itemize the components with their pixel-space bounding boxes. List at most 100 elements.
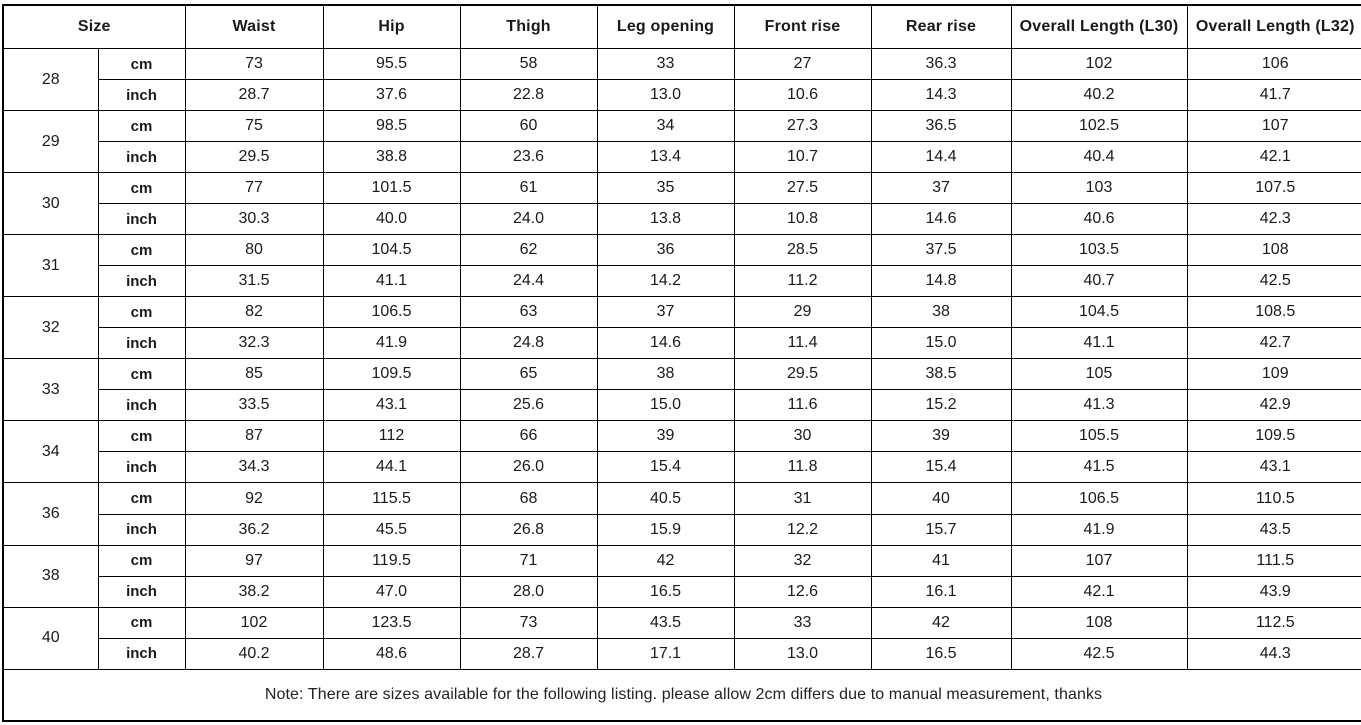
measurement-cell: 43.5	[596, 606, 735, 639]
measurement-cell: 14.2	[596, 265, 735, 298]
measurement-cell: 36.5	[870, 110, 1012, 143]
measurement-cell: 102	[184, 606, 324, 639]
measurement-cell: 10.6	[733, 79, 872, 112]
measurement-cell: 40	[870, 482, 1012, 515]
row-size31-cm: 31 cm 80 104.5 62 36 28.5 37.5 103.5 108	[2, 234, 1361, 298]
measurement-cell: 17.1	[596, 637, 735, 670]
measurement-cell: 109	[1186, 358, 1361, 391]
measurement-cell: 119.5	[322, 544, 461, 577]
measurement-cell: 40.4	[1010, 141, 1188, 174]
measurement-cell: 34.3	[184, 451, 324, 484]
measurement-cell: 75	[184, 110, 324, 143]
measurement-cell: 28.0	[459, 575, 598, 608]
measurement-cell: 43.5	[1186, 513, 1361, 546]
measurement-cell: 16.5	[596, 575, 735, 608]
row-size33-cm: 33 cm 85 109.5 65 38 29.5 38.5 105 109	[2, 358, 1361, 422]
size-value: 29	[2, 110, 99, 174]
col-header-rear-rise: Rear rise	[870, 4, 1012, 50]
measurement-cell: 11.6	[733, 389, 872, 422]
measurement-cell: 111.5	[1186, 544, 1361, 577]
measurement-cell: 31	[733, 482, 872, 515]
row-size30-cm: 30 cm 77 101.5 61 35 27.5 37 103 107.5	[2, 172, 1361, 236]
measurement-cell: 42	[596, 544, 735, 577]
measurement-cell: 38.2	[184, 575, 324, 608]
row-size40-cm: 40 cm 102 123.5 73 43.5 33 42 108 112.5	[2, 606, 1361, 670]
measurement-cell: 32	[733, 544, 872, 577]
measurement-cell: 48.6	[322, 637, 461, 670]
measurement-cell: 107.5	[1186, 172, 1361, 205]
measurement-cell: 14.8	[870, 265, 1012, 298]
row-size38-cm: 38 cm 97 119.5 71 42 32 41 107 111.5	[2, 544, 1361, 608]
measurement-cell: 23.6	[459, 141, 598, 174]
size-chart-table: Size Waist Hip Thigh Leg opening Front r…	[2, 4, 1361, 722]
measurement-cell: 10.8	[733, 203, 872, 236]
measurement-cell: 36.2	[184, 513, 324, 546]
measurement-cell: 36.3	[870, 48, 1012, 81]
measurement-cell: 112	[322, 420, 461, 453]
measurement-cell: 58	[459, 48, 598, 81]
row-size34-cm: 34 cm 87 112 66 39 30 39 105.5 109.5	[2, 420, 1361, 484]
measurement-cell: 63	[459, 296, 598, 329]
measurement-cell: 115.5	[322, 482, 461, 515]
measurement-cell: 24.8	[459, 327, 598, 360]
measurement-cell: 109.5	[322, 358, 461, 391]
measurement-cell: 41.3	[1010, 389, 1188, 422]
measurement-cell: 14.6	[870, 203, 1012, 236]
measurement-cell: 10.7	[733, 141, 872, 174]
unit-label-cm: cm	[97, 420, 186, 453]
measurement-cell: 105	[1010, 358, 1188, 391]
measurement-cell: 42.1	[1186, 141, 1361, 174]
measurement-cell: 80	[184, 234, 324, 267]
measurement-cell: 41.1	[322, 265, 461, 298]
measurement-cell: 15.7	[870, 513, 1012, 546]
col-header-waist: Waist	[184, 4, 324, 50]
unit-label-inch: inch	[97, 637, 186, 670]
measurement-cell: 26.0	[459, 451, 598, 484]
measurement-cell: 41.7	[1186, 79, 1361, 112]
size-value: 28	[2, 48, 99, 112]
measurement-cell: 73	[459, 606, 598, 639]
measurement-cell: 31.5	[184, 265, 324, 298]
measurement-cell: 108.5	[1186, 296, 1361, 329]
measurement-cell: 40.6	[1010, 203, 1188, 236]
measurement-cell: 15.9	[596, 513, 735, 546]
measurement-cell: 15.4	[870, 451, 1012, 484]
row-size28-cm: 28 cm 73 95.5 58 33 27 36.3 102 106	[2, 48, 1361, 112]
measurement-cell: 106.5	[1010, 482, 1188, 515]
measurement-cell: 28.7	[184, 79, 324, 112]
row-size29-inch: inch 29.5 38.8 23.6 13.4 10.7 14.4 40.4 …	[3, 141, 1361, 174]
row-size36-cm: 36 cm 92 115.5 68 40.5 31 40 106.5 110.5	[2, 482, 1361, 546]
measurement-cell: 16.5	[870, 637, 1012, 670]
measurement-cell: 37	[870, 172, 1012, 205]
measurement-cell: 82	[184, 296, 324, 329]
measurement-cell: 108	[1186, 234, 1361, 267]
measurement-cell: 30.3	[184, 203, 324, 236]
unit-label-inch: inch	[97, 327, 186, 360]
measurement-cell: 45.5	[322, 513, 461, 546]
unit-label-cm: cm	[97, 172, 186, 205]
measurement-cell: 41.9	[322, 327, 461, 360]
row-size30-inch: inch 30.3 40.0 24.0 13.8 10.8 14.6 40.6 …	[3, 203, 1361, 236]
measurement-cell: 42.3	[1186, 203, 1361, 236]
size-value: 31	[2, 234, 99, 298]
measurement-cell: 24.4	[459, 265, 598, 298]
unit-label-inch: inch	[97, 265, 186, 298]
measurement-cell: 26.8	[459, 513, 598, 546]
measurement-cell: 41.5	[1010, 451, 1188, 484]
size-value: 34	[2, 420, 99, 484]
measurement-cell: 33	[596, 48, 735, 81]
measurement-cell: 37	[596, 296, 735, 329]
measurement-cell: 107	[1010, 544, 1188, 577]
unit-label-inch: inch	[97, 389, 186, 422]
measurement-cell: 15.2	[870, 389, 1012, 422]
measurement-cell: 43.9	[1186, 575, 1361, 608]
header-row: Size Waist Hip Thigh Leg opening Front r…	[2, 4, 1361, 50]
measurement-cell: 15.4	[596, 451, 735, 484]
measurement-cell: 98.5	[322, 110, 461, 143]
measurement-cell: 37.5	[870, 234, 1012, 267]
measurement-cell: 44.3	[1186, 637, 1361, 670]
unit-label-cm: cm	[97, 48, 186, 81]
measurement-cell: 62	[459, 234, 598, 267]
row-size32-inch: inch 32.3 41.9 24.8 14.6 11.4 15.0 41.1 …	[3, 327, 1361, 360]
size-value: 38	[2, 544, 99, 608]
